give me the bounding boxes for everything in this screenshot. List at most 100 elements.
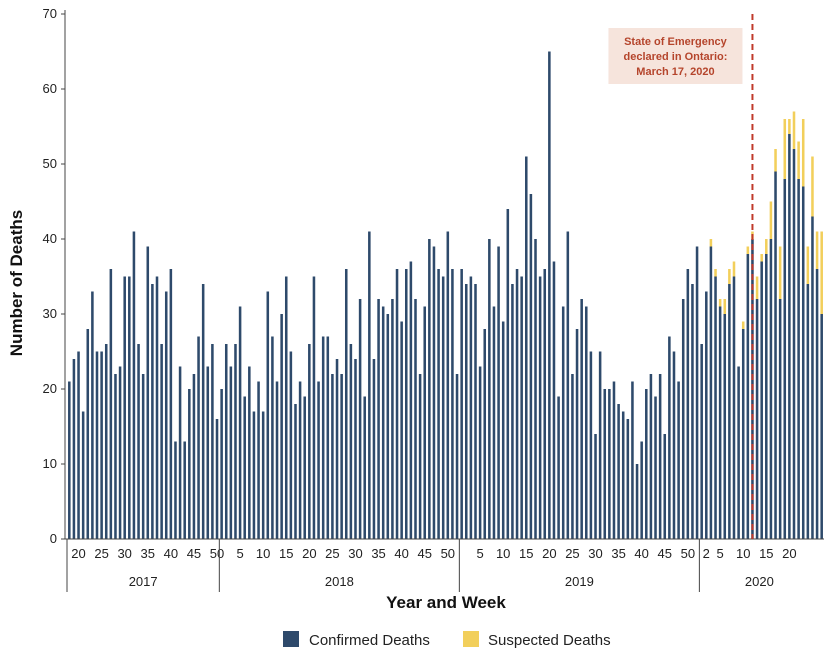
bar-confirmed <box>372 359 376 539</box>
bar-confirmed <box>511 284 514 539</box>
bar-confirmed <box>400 321 403 539</box>
year-label: 2019 <box>565 574 594 589</box>
bar-confirmed <box>705 291 708 539</box>
year-label: 2020 <box>745 574 774 589</box>
bar-suspected <box>728 269 731 284</box>
y-tick-label: 20 <box>43 381 57 396</box>
bar-confirmed <box>86 329 90 539</box>
bar-confirmed <box>68 381 71 539</box>
annotation-text: State of Emergency <box>624 36 728 48</box>
x-tick-label: 35 <box>371 546 385 561</box>
legend-label-confirmed: Confirmed Deaths <box>309 632 430 649</box>
x-tick-label: 40 <box>164 546 178 561</box>
x-tick-label: 40 <box>394 546 408 561</box>
x-tick-label: 2 <box>703 546 710 561</box>
bar-confirmed <box>409 261 413 539</box>
bar-confirmed <box>100 351 103 539</box>
bar-confirmed <box>358 299 362 539</box>
bar-confirmed <box>529 194 533 539</box>
bar-confirmed <box>765 254 768 539</box>
bar-confirmed <box>257 381 260 539</box>
x-tick-label: 45 <box>417 546 431 561</box>
bar-confirmed <box>220 389 223 539</box>
legend-label-suspected: Suspected Deaths <box>488 632 611 649</box>
x-tick-label: 30 <box>348 546 362 561</box>
bar-confirmed <box>598 351 602 539</box>
bar-confirmed <box>243 396 246 539</box>
x-tick-label: 20 <box>71 546 85 561</box>
bar-confirmed <box>492 306 496 539</box>
bar-confirmed <box>483 329 487 539</box>
bar-confirmed <box>820 314 823 539</box>
bar-suspected <box>746 246 750 254</box>
bar-suspected <box>774 149 777 172</box>
bar-confirmed <box>363 396 366 539</box>
y-tick-label: 70 <box>43 6 57 21</box>
x-tick-label: 40 <box>634 546 648 561</box>
bar-suspected <box>760 254 763 262</box>
bar-confirmed <box>312 276 316 539</box>
bar-suspected <box>815 231 819 269</box>
bar-confirmed <box>548 51 551 539</box>
bar-confirmed <box>201 284 205 539</box>
bar-confirmed <box>797 179 800 539</box>
bar-confirmed <box>543 269 547 539</box>
bar-confirmed <box>478 366 482 539</box>
bar-confirmed <box>788 134 791 539</box>
bar-confirmed <box>446 231 450 539</box>
bar-confirmed <box>732 276 736 539</box>
y-axis-title: Number of Deaths <box>7 210 26 356</box>
bar-confirmed <box>104 344 108 539</box>
annotation-text: declared in Ontario: <box>623 51 727 63</box>
bar-confirmed <box>275 381 279 539</box>
bar-confirmed <box>755 299 759 539</box>
bar-confirmed <box>631 381 634 539</box>
bar-confirmed <box>178 366 182 539</box>
bar-confirmed <box>141 374 145 539</box>
x-tick-label: 35 <box>141 546 155 561</box>
bar-confirmed <box>538 276 542 539</box>
bar-confirmed <box>520 276 523 539</box>
bar-suspected <box>723 299 727 314</box>
x-tick-label: 50 <box>210 546 224 561</box>
bar-confirmed <box>728 284 731 539</box>
bar-confirmed <box>261 411 265 539</box>
x-tick-label: 20 <box>302 546 316 561</box>
x-tick-label: 10 <box>736 546 750 561</box>
bar-confirmed <box>160 344 163 539</box>
bar-confirmed <box>77 351 80 539</box>
bar-confirmed <box>746 254 750 539</box>
bar-suspected <box>718 299 722 307</box>
bar-confirmed <box>525 156 528 539</box>
bar-confirmed <box>672 351 676 539</box>
x-tick-label: 10 <box>256 546 270 561</box>
bar-confirmed <box>760 261 763 539</box>
bar-confirmed <box>474 284 477 539</box>
bar-confirmed <box>709 246 713 539</box>
bar-confirmed <box>769 239 773 539</box>
bar-confirmed <box>455 374 459 539</box>
bar-confirmed <box>206 366 210 539</box>
bar-confirmed <box>783 179 787 539</box>
bar-confirmed <box>626 419 630 539</box>
bar-confirmed <box>109 269 113 539</box>
x-tick-label: 15 <box>759 546 773 561</box>
x-tick-label: 30 <box>117 546 131 561</box>
bar-confirmed <box>368 231 371 539</box>
bar-confirmed <box>778 299 782 539</box>
bar-confirmed <box>118 366 122 539</box>
bar-suspected <box>797 141 800 179</box>
bar-confirmed <box>441 276 445 539</box>
bar-confirmed <box>155 276 159 539</box>
bar-confirmed <box>298 381 302 539</box>
annotation-box <box>608 28 743 84</box>
bar-confirmed <box>428 239 431 539</box>
bar-confirmed <box>169 269 173 539</box>
bar-confirmed <box>681 299 685 539</box>
bar-confirmed <box>303 396 306 539</box>
bar-confirmed <box>284 276 288 539</box>
year-label: 2018 <box>325 574 354 589</box>
bar-confirmed <box>469 276 473 539</box>
bar-confirmed <box>151 284 154 539</box>
